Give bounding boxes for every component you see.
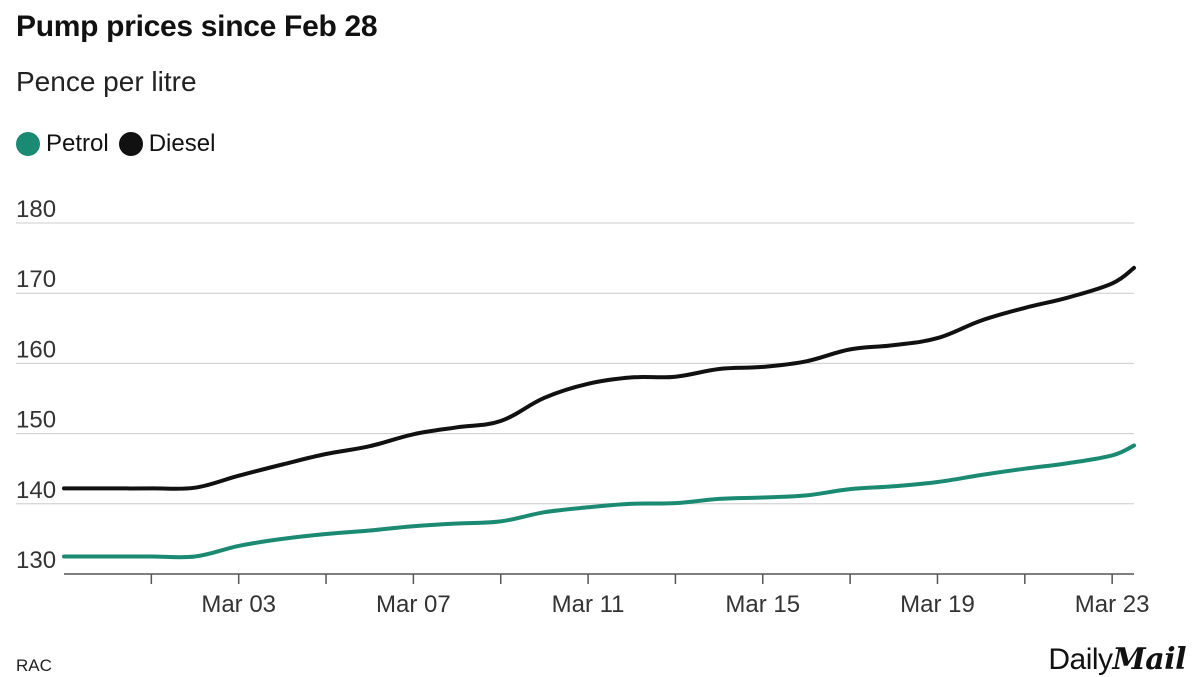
logo-part-mail: Mail <box>1112 642 1187 677</box>
y-tick-label-170: 170 <box>16 266 56 293</box>
legend-item-petrol: Petrol <box>16 130 109 158</box>
chart-title: Pump prices since Feb 28 <box>16 10 378 43</box>
y-tick-label-140: 140 <box>16 477 56 504</box>
legend-item-diesel: Diesel <box>118 130 216 158</box>
legend-label-diesel: Diesel <box>148 130 216 157</box>
x-tick-label: Mar 03 <box>201 591 276 618</box>
daily-mail-logo: Daily Mail <box>1048 642 1186 677</box>
y-tick-label-160: 160 <box>16 336 56 363</box>
y-tick-label-150: 150 <box>16 407 56 434</box>
petrol-swatch-icon <box>16 132 40 156</box>
legend-label-petrol: Petrol <box>46 130 109 157</box>
x-tick-label: Mar 19 <box>900 591 975 618</box>
y-tick-label-180: 180 <box>16 196 56 223</box>
x-tick-label: Mar 11 <box>552 591 625 618</box>
legend: Petrol Diesel <box>16 130 225 158</box>
source-label: RAC <box>16 656 52 675</box>
x-tick-label: Mar 15 <box>725 591 800 618</box>
series-line-diesel <box>62 265 1136 491</box>
diesel-swatch-icon <box>118 132 143 156</box>
x-tick-label: Mar 07 <box>376 591 451 618</box>
series-line-petrol <box>62 443 1136 560</box>
y-tick-label-130: 130 <box>16 547 56 574</box>
x-tick-label: Mar 23 <box>1075 591 1150 618</box>
chart-subtitle: Pence per litre <box>16 66 197 97</box>
logo-part-daily: Daily <box>1048 643 1113 676</box>
